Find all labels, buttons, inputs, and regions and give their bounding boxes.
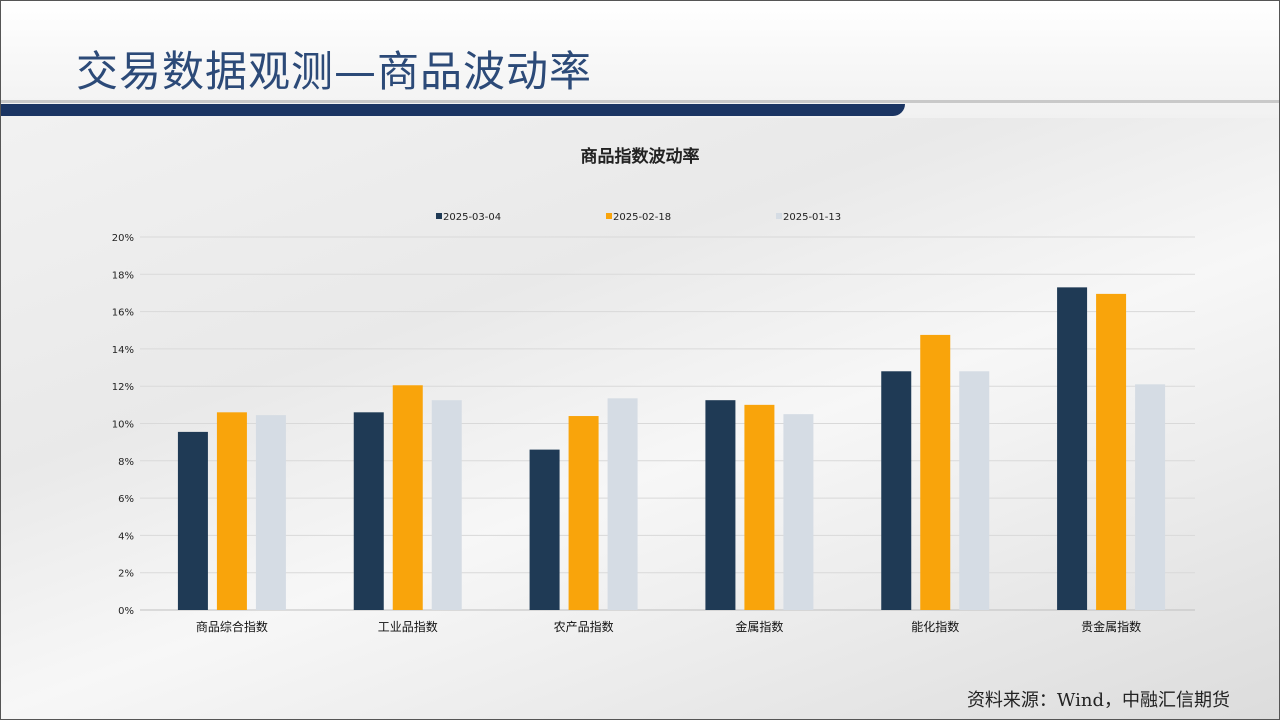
x-category-label: 贵金属指数 [1081,619,1141,634]
bar-2 [216,412,247,610]
bar-3 [959,371,990,610]
y-tick-label: 10% [112,420,134,431]
y-tick-label: 0% [118,606,134,617]
bar-2 [568,416,599,610]
bar-1 [881,371,912,610]
y-tick-label: 20% [112,233,134,244]
bar-3 [607,398,638,610]
page-title: 交易数据观测—商品波动率 [76,47,593,96]
y-tick-label: 2% [118,569,134,580]
bar-1 [177,431,208,610]
x-category-label: 能化指数 [911,619,959,634]
bar-3 [783,414,814,610]
legend-label: 2025-02-18 [613,212,671,223]
legend-swatch-1 [436,213,442,219]
bar-3 [255,415,286,610]
bar-1 [705,400,736,610]
chart-title: 商品指数波动率 [581,146,700,167]
header-band [0,104,905,116]
y-tick-label: 4% [118,531,134,542]
source-note: 资料来源：Wind，中融汇信期货 [966,690,1230,711]
y-tick-label: 14% [112,345,134,356]
y-tick-label: 18% [112,270,134,281]
bar-3 [431,400,462,610]
x-category-label: 商品综合指数 [196,619,268,634]
x-category-label: 工业品指数 [378,619,438,634]
x-category-label: 农产品指数 [554,619,614,634]
x-category-label: 金属指数 [735,619,783,634]
header-divider [0,100,1280,103]
bar-2 [744,404,775,610]
y-tick-label: 12% [112,382,134,393]
y-tick-label: 8% [118,457,134,468]
bar-1 [353,412,384,610]
y-tick-label: 16% [112,308,134,319]
legend-swatch-2 [606,213,612,219]
header-background [0,0,1280,118]
bar-2 [392,385,423,610]
bar-1 [1057,287,1088,610]
legend-label: 2025-01-13 [783,212,841,223]
y-tick-label: 6% [118,494,134,505]
bar-3 [1135,384,1166,610]
legend-label: 2025-03-04 [443,212,501,223]
legend-swatch-3 [776,213,782,219]
bar-2 [1096,293,1127,610]
bar-1 [529,449,560,610]
bar-2 [920,334,951,610]
